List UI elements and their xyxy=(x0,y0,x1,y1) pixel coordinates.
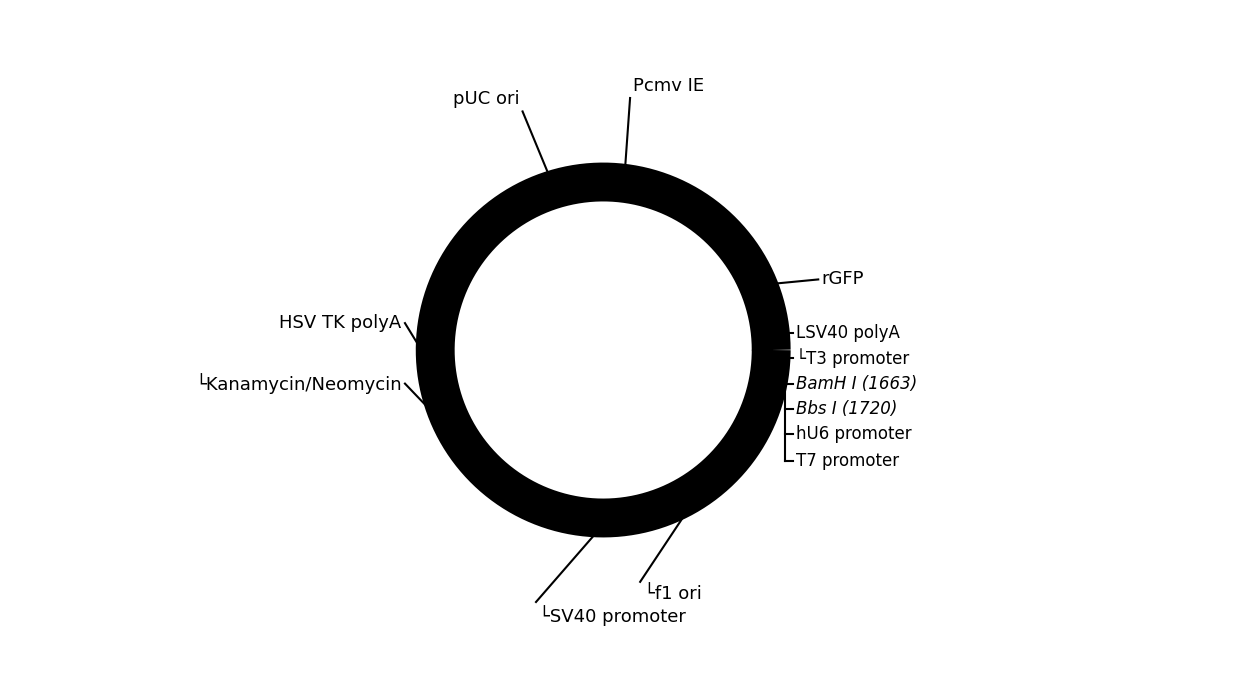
Polygon shape xyxy=(560,501,585,525)
Text: BamH I (1663): BamH I (1663) xyxy=(796,374,918,393)
Text: rGFP: rGFP xyxy=(822,270,864,288)
Text: └f1 ori: └f1 ori xyxy=(644,585,702,603)
Polygon shape xyxy=(748,283,771,309)
Polygon shape xyxy=(640,175,667,198)
Polygon shape xyxy=(427,316,450,342)
Polygon shape xyxy=(503,191,531,214)
Text: Bbs I (1720): Bbs I (1720) xyxy=(796,400,898,418)
Text: HSV TK polyA: HSV TK polyA xyxy=(279,314,402,332)
Text: hU6 promoter: hU6 promoter xyxy=(796,425,913,443)
Text: Pcmv IE: Pcmv IE xyxy=(634,76,704,94)
Text: LSV40 polyA: LSV40 polyA xyxy=(796,324,900,342)
Text: T7 promoter: T7 promoter xyxy=(796,452,899,470)
Polygon shape xyxy=(439,412,460,440)
Polygon shape xyxy=(611,503,637,527)
Text: └Kanamycin/Neomycin: └Kanamycin/Neomycin xyxy=(195,373,402,394)
Text: └T3 promoter: └T3 promoter xyxy=(796,349,910,368)
Text: └SV40 promoter: └SV40 promoter xyxy=(539,606,686,626)
Text: pUC ori: pUC ori xyxy=(453,90,520,108)
